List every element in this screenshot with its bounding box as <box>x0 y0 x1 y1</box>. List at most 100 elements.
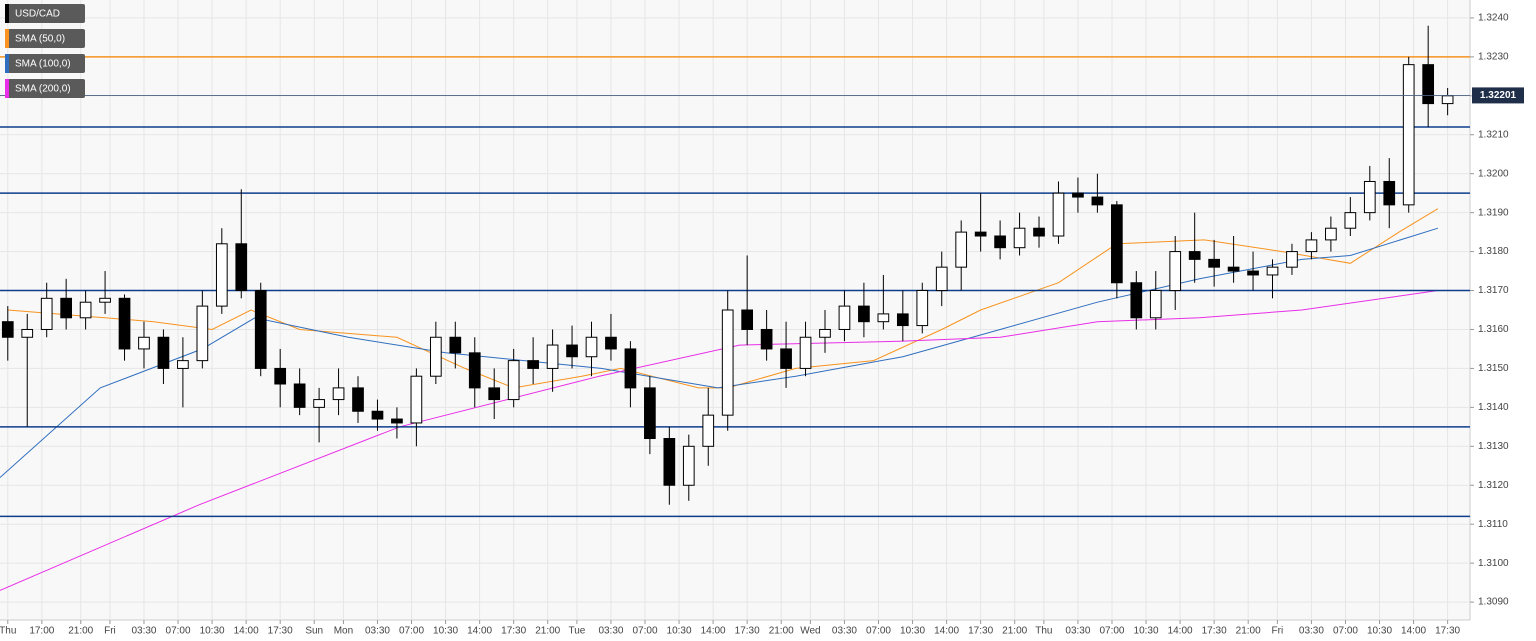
legend-swatch <box>5 54 9 73</box>
candle-body <box>215 243 228 307</box>
x-tick-label: 10:30 <box>1134 626 1159 637</box>
candle-body <box>935 266 948 292</box>
x-tick-label: 21:00 <box>769 626 794 637</box>
y-tick-label: 1.3200 <box>1478 168 1509 179</box>
y-tick-label: 1.3210 <box>1478 129 1509 140</box>
x-tick-label: 10:30 <box>200 626 225 637</box>
x-tick-label: 21:00 <box>68 626 93 637</box>
legend-box <box>5 4 85 23</box>
candle-body <box>1169 251 1182 292</box>
candle-body <box>1130 282 1143 319</box>
x-tick-label: 07:00 <box>1333 626 1358 637</box>
x-tick-label: 14:00 <box>701 626 726 637</box>
candle-body <box>877 313 890 323</box>
candle-body <box>566 344 578 358</box>
candle-body <box>468 352 481 389</box>
y-tick-label: 1.3240 <box>1478 13 1509 24</box>
plot-area <box>0 0 1470 620</box>
candle-body <box>293 383 306 408</box>
candle-body <box>644 387 656 440</box>
x-tick-label: 17:30 <box>1202 626 1227 637</box>
x-tick-label: 17:30 <box>735 626 760 637</box>
candle-body <box>682 445 695 486</box>
x-tick-label: 03:30 <box>1065 626 1090 637</box>
x-tick-label: 17:30 <box>968 626 993 637</box>
candle-body <box>157 336 170 369</box>
candle-body <box>624 348 637 389</box>
candle-body <box>741 309 754 330</box>
x-tick-label: 21:00 <box>1236 626 1261 637</box>
x-tick-label: 17:30 <box>501 626 526 637</box>
candle-body <box>955 231 968 268</box>
x-tick-label: Fri <box>1272 626 1284 637</box>
x-tick-label: 03:30 <box>365 626 390 637</box>
x-tick-label: 07:00 <box>866 626 891 637</box>
candle-body <box>332 387 345 401</box>
y-tick-label: 1.3170 <box>1478 285 1509 296</box>
candle-body <box>1033 227 1045 237</box>
x-tick-label: 14:00 <box>1401 626 1426 637</box>
legend-swatch <box>5 79 9 98</box>
x-tick-label: 07:00 <box>166 626 191 637</box>
x-tick-label: 07:00 <box>1099 626 1124 637</box>
x-tick-label: Sun <box>305 626 323 637</box>
legend-box <box>5 79 85 98</box>
y-tick-label: 1.3100 <box>1478 558 1509 569</box>
x-tick-label: Tue <box>568 626 585 637</box>
candle-body <box>1325 227 1337 241</box>
x-tick-label: 21:00 <box>1002 626 1027 637</box>
candle-body <box>313 399 325 408</box>
legend-label: SMA (50,0) <box>15 34 65 45</box>
x-tick-label: 03:30 <box>598 626 623 637</box>
y-tick-label: 1.3090 <box>1478 597 1509 608</box>
candle-body <box>1247 270 1259 276</box>
candle-body <box>1188 251 1201 260</box>
candle-body <box>352 387 364 412</box>
candle-body <box>721 309 734 416</box>
legend-swatch <box>5 4 9 23</box>
candle-body <box>896 313 909 327</box>
y-tick-label: 1.3190 <box>1478 207 1509 218</box>
y-tick-label: 1.3130 <box>1478 441 1509 452</box>
candle-body <box>799 336 812 369</box>
candle-body <box>1110 204 1123 284</box>
x-tick-label: Mon <box>334 626 353 637</box>
y-tick-label: 1.3120 <box>1478 480 1509 491</box>
candle-body <box>1305 239 1318 253</box>
x-tick-label: 10:30 <box>667 626 692 637</box>
candle-body <box>1149 290 1162 319</box>
candle-body <box>527 360 539 369</box>
candle-body <box>40 297 53 330</box>
candle-body <box>702 414 715 447</box>
x-tick-label: 14:00 <box>234 626 259 637</box>
candle-body <box>429 336 442 377</box>
legend-swatch <box>5 29 9 48</box>
x-tick-label: 17:00 <box>29 626 54 637</box>
x-tick-label: 03:30 <box>832 626 857 637</box>
candle-body <box>371 410 384 420</box>
candle-body <box>79 301 92 319</box>
x-tick-label: 14:00 <box>934 626 959 637</box>
candle-body <box>1344 212 1357 229</box>
y-tick-label: 1.3180 <box>1478 246 1509 257</box>
x-tick-label: Thu <box>0 626 16 637</box>
candle-body <box>196 305 209 362</box>
candle-body <box>760 328 773 350</box>
x-tick-label: 14:00 <box>1168 626 1193 637</box>
x-tick-label: 14:00 <box>467 626 492 637</box>
candle-body <box>858 305 870 323</box>
x-tick-label: Thu <box>1035 626 1052 637</box>
legend-box <box>5 54 85 73</box>
candle-body <box>254 290 267 369</box>
candle-body <box>1286 251 1298 268</box>
candle-body <box>60 297 73 319</box>
candle-body <box>488 387 501 401</box>
legend-box <box>5 29 85 48</box>
candle-body <box>994 235 1006 249</box>
candle-body <box>1441 95 1454 105</box>
y-tick-label: 1.3150 <box>1478 363 1509 374</box>
candle-body <box>1091 196 1104 206</box>
candle-body <box>1383 180 1396 206</box>
last-price-tag <box>1472 87 1524 104</box>
